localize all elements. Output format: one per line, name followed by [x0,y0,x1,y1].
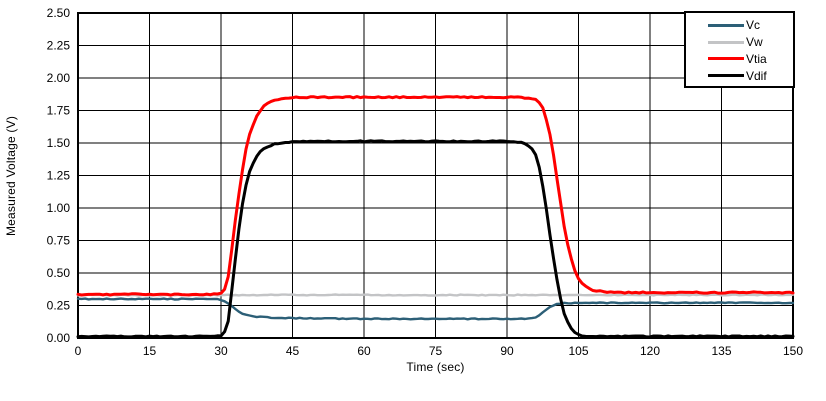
y-tick-label: 0.75 [47,234,71,248]
x-tick-label: 30 [214,344,228,358]
x-tick-label: 150 [783,344,803,358]
legend: Vc Vw Vtia Vdif [684,11,795,88]
y-tick-label: 1.25 [47,169,71,183]
y-tick-label: 2.25 [47,39,71,53]
legend-swatch-vtia [708,57,744,61]
y-tick-label: 0.25 [47,299,71,313]
y-tick-label: 0.50 [47,266,71,280]
legend-label-vdif: Vdif [746,68,767,83]
y-tick-label: 0.00 [47,331,71,345]
legend-label-vw: Vw [746,35,763,50]
y-tick-label: 1.50 [47,136,71,150]
x-tick-label: 0 [75,344,82,358]
series-line-vc [76,297,795,321]
legend-item-vc: Vc [708,17,793,33]
legend-item-vdif: Vdif [708,68,793,84]
x-tick-label: 45 [286,344,300,358]
legend-swatch-vw [708,40,744,44]
y-axis-title: Measured Voltage (V) [4,115,18,237]
x-tick-label: 105 [568,344,588,358]
x-tick-label: 90 [500,344,514,358]
x-tick-label: 120 [640,344,660,358]
y-tick-label: 1.00 [47,201,71,215]
x-tick-label: 135 [711,344,731,358]
legend-item-vtia: Vtia [708,51,793,67]
x-tick-label: 75 [429,344,443,358]
legend-swatch-vdif [708,74,744,78]
y-tick-label: 2.00 [47,71,71,85]
legend-swatch-vc [708,23,744,27]
legend-label-vc: Vc [746,18,761,33]
y-tick-label: 1.75 [47,104,71,118]
plot-border [77,12,794,339]
legend-item-vw: Vw [708,34,793,50]
series-line-vdif [76,139,795,339]
x-tick-label: 60 [357,344,371,358]
y-tick-label: 2.50 [47,6,71,20]
x-axis-title: Time (sec) [406,360,465,374]
series-line-vtia [76,95,795,297]
x-tick-label: 15 [143,344,157,358]
legend-label-vtia: Vtia [746,51,767,66]
